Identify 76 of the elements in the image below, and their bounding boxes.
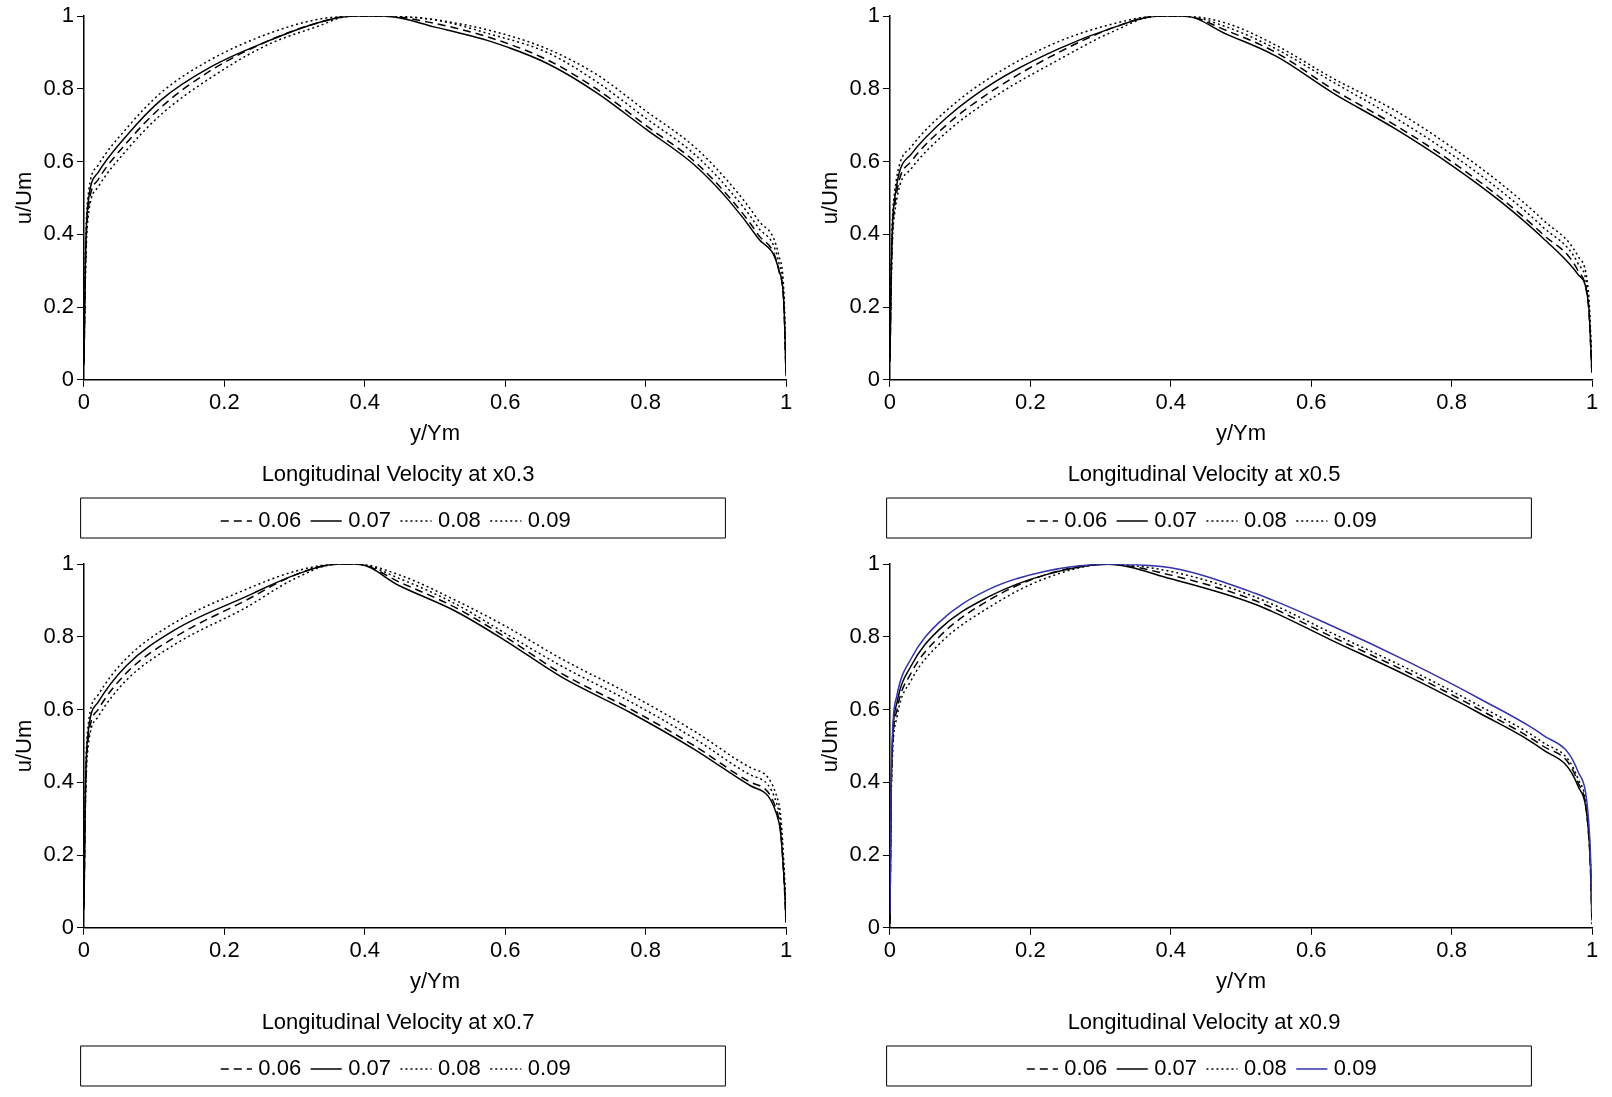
y-tick-label: 0.2 [849, 293, 880, 319]
y-tick-label: 0.2 [43, 293, 74, 319]
legend-label: 0.06 [1064, 1055, 1108, 1081]
x-axis-title: y/Ym [409, 968, 461, 994]
y-axis-title: u/Um [11, 171, 37, 225]
legend-label: 0.07 [1154, 507, 1198, 533]
y-tick-label: 0.8 [849, 622, 880, 648]
y-tick-label: 0.8 [43, 622, 74, 648]
y-tick-label: 0.2 [849, 841, 880, 867]
x-tick-label: 0.4 [1155, 389, 1187, 415]
x-tick-label: 0 [883, 389, 897, 415]
x-tick-label: 0 [77, 389, 91, 415]
x-tick-label: 1 [779, 937, 793, 963]
x-tick-label: 0.4 [349, 389, 381, 415]
x-tick-label: 0.8 [630, 389, 661, 415]
x-tick-label: 0.6 [489, 937, 521, 963]
y-tick-label: 0.6 [849, 695, 880, 721]
y-tick-label: 0.8 [43, 74, 74, 100]
legend-label: 0.09 [1333, 507, 1377, 533]
x-tick-label: 1 [779, 389, 793, 415]
x-tick-label: 0.2 [209, 937, 240, 963]
x-axis-title: y/Ym [1215, 420, 1267, 446]
legend-label: 0.09 [527, 507, 571, 533]
y-tick-label: 0.2 [43, 841, 74, 867]
y-tick-label: 0.8 [849, 74, 880, 100]
y-tick-label: 0.6 [849, 147, 880, 173]
x-tick-label: 0.8 [630, 937, 661, 963]
x-tick-label: 0.6 [1295, 389, 1327, 415]
text: Longitudinal Velocity at x0.3 [261, 460, 535, 486]
x-tick-label: 1 [1585, 937, 1599, 963]
y-tick-label: 0 [61, 913, 74, 939]
text: Longitudinal Velocity at x0.5 [1067, 460, 1341, 486]
legend-label: 0.08 [438, 507, 481, 533]
x-tick-label: 0 [883, 937, 897, 963]
y-tick-label: 0.4 [43, 768, 74, 794]
y-tick-label: 0 [61, 365, 74, 391]
legend-label: 0.06 [1064, 507, 1108, 533]
text: Longitudinal Velocity at x0.7 [261, 1008, 535, 1034]
y-tick-label: 0.6 [43, 147, 74, 173]
y-tick-label: 0 [867, 365, 880, 391]
y-tick-label: 0 [867, 913, 880, 939]
x-tick-label: 1 [1585, 389, 1599, 415]
x-tick-label: 0.2 [1015, 389, 1046, 415]
x-tick-label: 0 [77, 937, 91, 963]
x-tick-label: 0.8 [1436, 937, 1467, 963]
y-tick-label: 1 [61, 2, 74, 28]
y-tick-label: 0.4 [43, 220, 74, 246]
y-tick-label: 0.4 [849, 768, 880, 794]
x-tick-label: 0.6 [489, 389, 521, 415]
legend-label: 0.06 [258, 507, 302, 533]
text: Longitudinal Velocity at x0.9 [1067, 1008, 1341, 1034]
legend-label: 0.09 [527, 1055, 571, 1081]
x-axis-title: y/Ym [409, 420, 461, 446]
x-tick-label: 0.6 [1295, 937, 1327, 963]
x-tick-label: 0.4 [349, 937, 381, 963]
x-tick-label: 0.4 [1155, 937, 1187, 963]
legend-label: 0.08 [438, 1055, 481, 1081]
legend-label: 0.07 [348, 1055, 392, 1081]
legend-label: 0.07 [1154, 1055, 1198, 1081]
x-tick-label: 0.2 [209, 389, 240, 415]
legend-label: 0.07 [348, 507, 392, 533]
y-tick-label: 0.4 [849, 220, 880, 246]
legend-label: 0.06 [258, 1055, 302, 1081]
legend-label: 0.08 [1244, 507, 1287, 533]
x-tick-label: 0.8 [1436, 389, 1467, 415]
y-axis-title: u/Um [11, 719, 37, 773]
y-axis-title: u/Um [817, 171, 843, 225]
x-axis-title: y/Ym [1215, 968, 1267, 994]
y-tick-label: 1 [867, 550, 880, 576]
y-axis-title: u/Um [817, 719, 843, 773]
legend-label: 0.09 [1333, 1055, 1377, 1081]
x-tick-label: 0.2 [1015, 937, 1046, 963]
legend-label: 0.08 [1244, 1055, 1287, 1081]
y-tick-label: 0.6 [43, 695, 74, 721]
y-tick-label: 1 [867, 2, 880, 28]
y-tick-label: 1 [61, 550, 74, 576]
